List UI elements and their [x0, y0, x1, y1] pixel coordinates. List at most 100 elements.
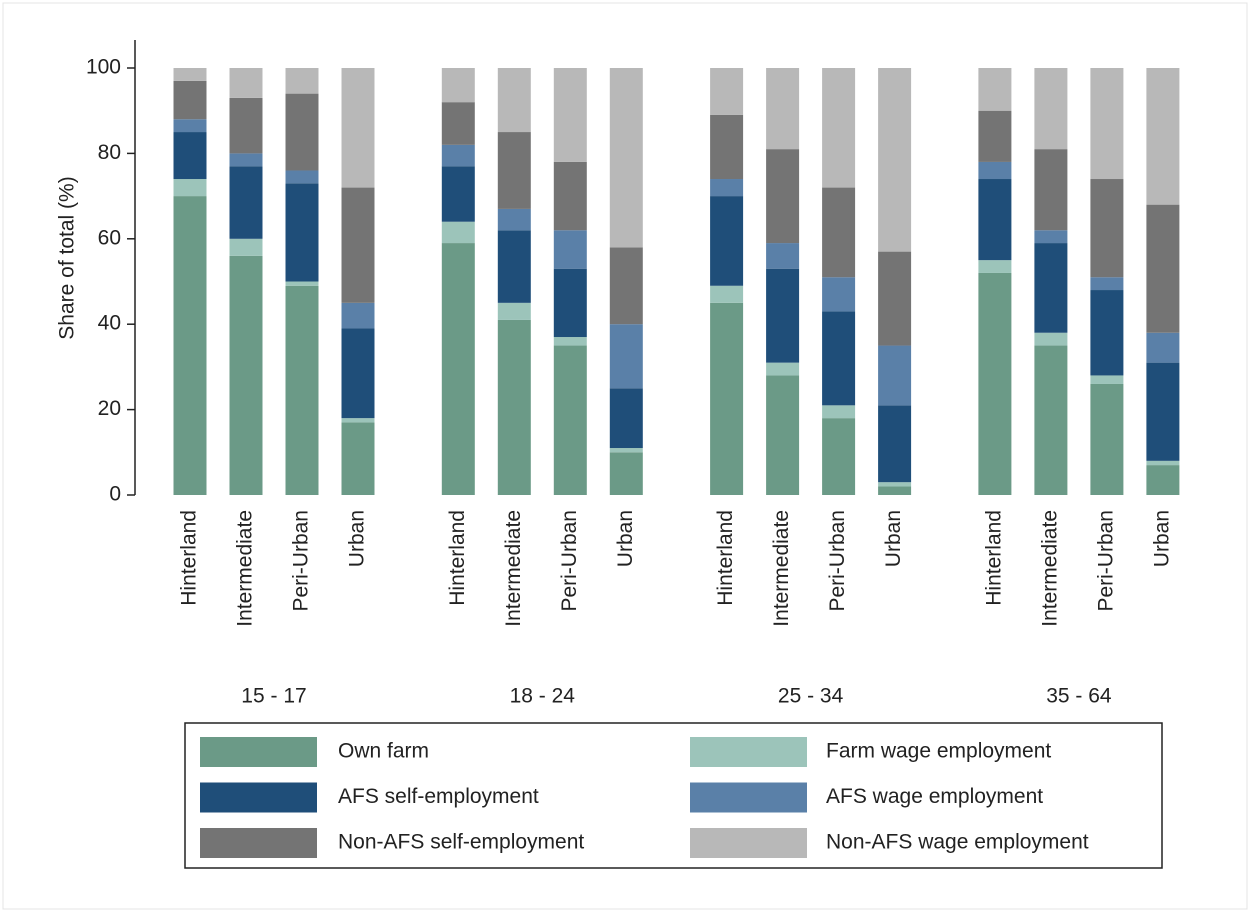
bar-segment	[878, 68, 912, 252]
x-tick-label: Hinterland	[178, 510, 201, 606]
bar-segment	[978, 260, 1012, 273]
bar-segment	[173, 179, 207, 197]
y-tick-label: 80	[98, 141, 121, 164]
x-tick-label: Urban	[346, 510, 369, 567]
bar-segment	[553, 345, 587, 495]
bar-segment	[229, 255, 263, 495]
bar-segment	[553, 161, 587, 231]
x-tick-label: Intermediate	[1038, 510, 1061, 627]
y-tick-label: 40	[98, 312, 121, 335]
bar-segment	[1146, 332, 1180, 363]
bar-segment	[878, 486, 912, 495]
bar-segment	[766, 375, 800, 495]
bar-segment	[822, 187, 856, 278]
bar-segment	[173, 68, 207, 81]
bar-segment	[822, 68, 856, 188]
x-tick-label: Hinterland	[714, 510, 737, 606]
bar-segment	[710, 302, 744, 495]
bar-segment	[878, 251, 912, 346]
legend-label: Own farm	[338, 740, 429, 763]
legend-swatch	[690, 782, 807, 813]
bar-segment	[173, 119, 207, 133]
bar-segment	[1146, 362, 1180, 461]
bar-segment	[766, 149, 800, 244]
y-tick-label: 60	[98, 226, 121, 249]
bar-segment	[1090, 277, 1124, 291]
legend-label: Non-AFS self-employment	[338, 831, 584, 854]
bar-segment	[229, 97, 263, 154]
bar-segment	[766, 362, 800, 376]
bar-segment	[710, 196, 744, 286]
x-tick-label: Peri-Urban	[1094, 510, 1117, 612]
bar-segment	[285, 183, 319, 282]
bar-segment	[609, 324, 643, 389]
bar-segment	[978, 179, 1012, 261]
bar-segment	[229, 166, 263, 239]
x-tick-label: Intermediate	[234, 510, 257, 627]
bar-segment	[285, 285, 319, 495]
bar-segment	[229, 68, 263, 98]
bar-segment	[173, 196, 207, 495]
bar-segment	[497, 319, 531, 495]
bar-segment	[441, 166, 475, 222]
bar-segment	[341, 68, 375, 188]
y-axis-title: Share of total (%)	[56, 176, 79, 339]
bar-segment	[766, 268, 800, 363]
legend-label: Farm wage employment	[826, 740, 1051, 763]
bar-segment	[822, 418, 856, 495]
bar-segment	[766, 68, 800, 150]
bar-segment	[173, 80, 207, 120]
bar-segment	[1146, 460, 1180, 466]
bar-segment	[285, 170, 319, 184]
x-tick-label: Peri-Urban	[826, 510, 849, 612]
x-tick-label: Peri-Urban	[558, 510, 581, 612]
bar-segment	[710, 114, 744, 180]
bar-segment	[978, 110, 1012, 162]
bar-segment	[609, 68, 643, 248]
bar-segment	[497, 208, 531, 231]
bar-segment	[285, 281, 319, 286]
bar-segment	[878, 482, 912, 487]
bar-segment	[173, 132, 207, 180]
bar-segment	[229, 153, 263, 167]
x-tick-label: Urban	[882, 510, 905, 567]
legend-label: AFS wage employment	[826, 785, 1043, 808]
bar-segment	[1090, 179, 1124, 278]
bar-segment	[553, 68, 587, 162]
bar-segment	[978, 161, 1012, 180]
bar-segment	[1090, 68, 1124, 180]
bar-segment	[341, 418, 375, 423]
bar-segment	[609, 448, 643, 453]
bar-segment	[878, 405, 912, 483]
bar-segment	[822, 405, 856, 419]
bar-segment	[609, 247, 643, 325]
bar-segment	[710, 68, 744, 115]
group-label: 35 - 64	[1046, 685, 1112, 708]
x-tick-label: Intermediate	[502, 510, 525, 627]
bar-segment	[497, 132, 531, 209]
bar-segment	[497, 68, 531, 133]
bar-segment	[609, 388, 643, 449]
bar-segment	[497, 230, 531, 303]
bar-segment	[285, 93, 319, 171]
bar-segment	[1034, 332, 1068, 346]
x-tick-label: Urban	[614, 510, 637, 567]
legend-swatch	[690, 737, 807, 767]
x-tick-label: Intermediate	[770, 510, 793, 627]
legend-box	[184, 722, 1163, 869]
bar-segment	[341, 422, 375, 495]
bar-segment	[822, 277, 856, 312]
bar-segment	[341, 187, 375, 303]
y-tick-label: 100	[86, 56, 121, 79]
bar-segment	[822, 311, 856, 406]
bar-segment	[441, 102, 475, 145]
bar-segment	[978, 272, 1012, 495]
bar-segment	[441, 144, 475, 167]
bar-segment	[1034, 345, 1068, 495]
bar-segment	[978, 68, 1012, 111]
bar-segment	[609, 452, 643, 495]
bar-segment	[341, 302, 375, 329]
x-tick-label: Hinterland	[446, 510, 469, 606]
x-tick-label: Urban	[1150, 510, 1173, 567]
